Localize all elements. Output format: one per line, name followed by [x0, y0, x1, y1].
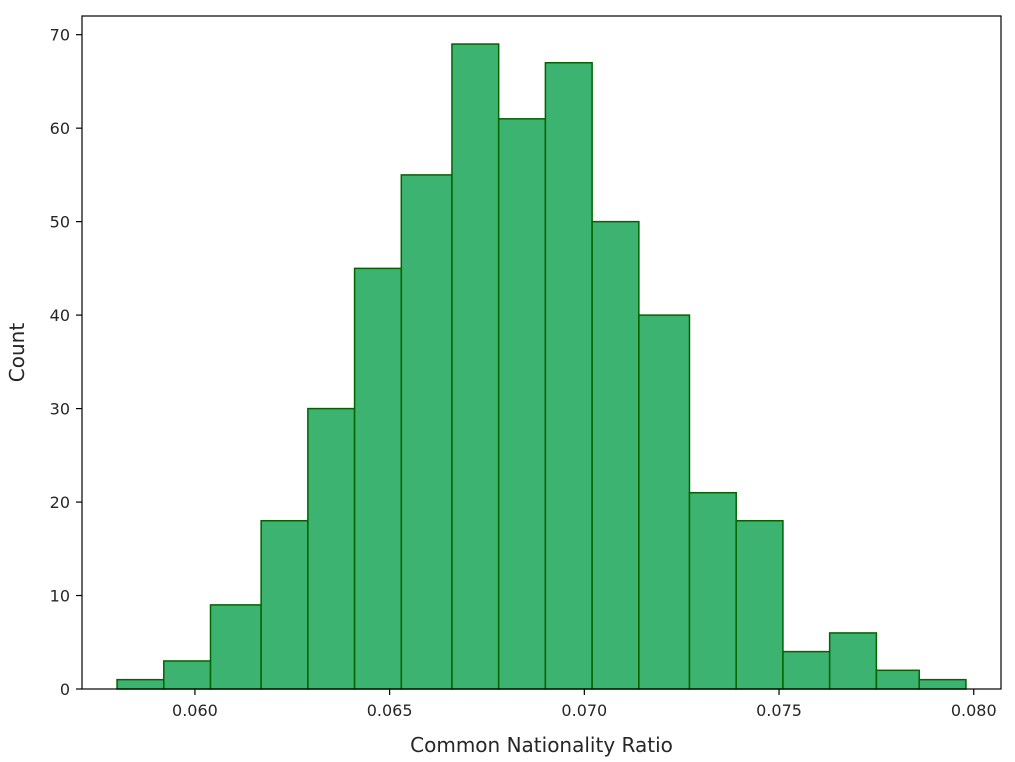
y-tick-label: 70 — [50, 26, 70, 45]
y-tick-label: 10 — [50, 587, 70, 606]
x-tick-label: 0.080 — [951, 701, 997, 720]
histogram-bar — [163, 660, 212, 690]
histogram-bar — [591, 220, 640, 690]
y-tick-label: 30 — [50, 400, 70, 419]
y-tick-label: 0 — [60, 680, 70, 699]
x-axis-ticks: 0.060 0.065 0.070 0.075 0.080 — [172, 689, 997, 720]
histogram-bar — [782, 650, 831, 690]
histogram-bar — [451, 43, 500, 690]
histogram-bar — [875, 669, 920, 690]
plot-frame — [81, 15, 1002, 690]
histogram-bar — [688, 491, 737, 690]
histogram-bar — [353, 267, 403, 690]
y-tick-label: 50 — [50, 213, 70, 232]
histogram-bar — [638, 314, 691, 690]
histogram-bar — [497, 118, 547, 690]
histogram-bar — [544, 61, 593, 690]
histogram-bar — [735, 520, 784, 690]
histogram-bar — [209, 604, 262, 690]
x-tick-label: 0.075 — [756, 701, 802, 720]
histogram-bar — [918, 678, 967, 690]
histogram-bar — [400, 174, 453, 690]
x-axis-label: Common Nationality Ratio — [410, 733, 673, 757]
histogram-bar — [260, 520, 309, 690]
x-tick-label: 0.070 — [561, 701, 607, 720]
bars-group — [116, 43, 967, 690]
y-axis-ticks: 0 10 20 30 40 50 60 70 — [50, 26, 82, 699]
histogram-bar — [116, 678, 165, 690]
histogram-bar — [307, 407, 356, 690]
x-tick-label: 0.060 — [172, 701, 218, 720]
y-tick-label: 60 — [50, 119, 70, 138]
y-tick-label: 20 — [50, 493, 70, 512]
y-axis-label: Count — [5, 323, 29, 383]
y-tick-label: 40 — [50, 306, 70, 325]
x-tick-label: 0.065 — [367, 701, 413, 720]
histogram-bar — [828, 632, 878, 690]
